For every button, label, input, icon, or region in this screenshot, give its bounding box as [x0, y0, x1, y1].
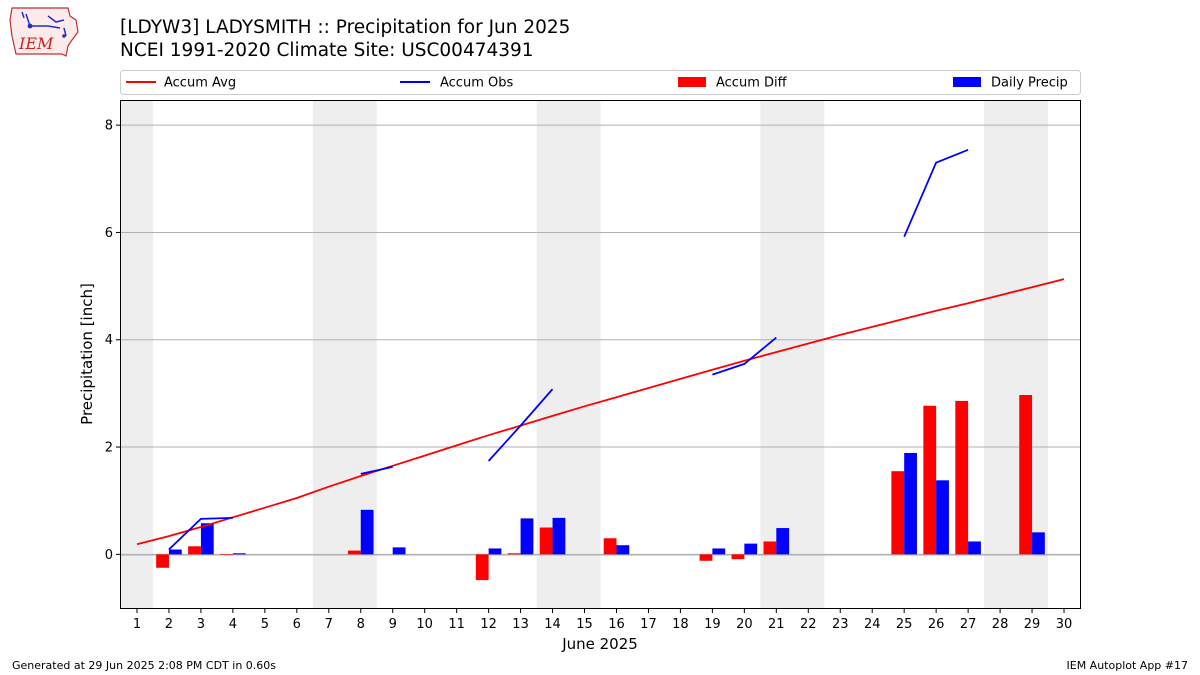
x-tick-label-20: 20: [736, 617, 753, 632]
bars: [156, 395, 1045, 581]
x-tick-label-11: 11: [448, 617, 465, 632]
accum-diff-bar-day-21: [763, 541, 777, 555]
daily-precip-bar-day-8: [360, 509, 374, 555]
daily-precip-bar-day-20: [744, 543, 758, 555]
chart-title: [LDYW3] LADYSMITH :: Precipitation for J…: [120, 17, 571, 38]
legend-box: [120, 70, 1081, 95]
x-tick-label-23: 23: [832, 617, 849, 632]
chart-subtitle: NCEI 1991-2020 Climate Site: USC00474391: [120, 40, 534, 61]
accum-obs-segment-3: [712, 336, 777, 376]
x-tick-label-27: 27: [960, 617, 977, 632]
daily-precip-bar-day-3: [200, 523, 214, 555]
x-tick-label-5: 5: [261, 617, 269, 632]
legend-swatch-daily-precip: [953, 77, 981, 87]
legend-swatch-accum-diff: [678, 77, 706, 87]
y-tick-label-6: 6: [105, 226, 113, 241]
daily-precip-bar-day-13: [520, 518, 534, 555]
daily-precip-bar-day-25: [904, 452, 917, 555]
daily-precip-bar-day-19: [712, 548, 726, 555]
x-tick-label-2: 2: [165, 617, 173, 632]
x-tick-label-10: 10: [416, 617, 433, 632]
legend-label-daily-precip: Daily Precip: [991, 76, 1068, 91]
plot-frame: [120, 100, 1081, 609]
x-tick-label-22: 22: [800, 617, 817, 632]
x-tick-label-14: 14: [544, 617, 561, 632]
x-tick-label-21: 21: [768, 617, 785, 632]
x-tick-label-19: 19: [704, 617, 721, 632]
accum-diff-bar-day-29: [1019, 395, 1033, 555]
x-tick-label-16: 16: [608, 617, 625, 632]
x-tick-label-3: 3: [197, 617, 205, 632]
x-tick-label-13: 13: [512, 617, 529, 632]
weekend-band-0: [121, 101, 153, 608]
x-tick-label-26: 26: [928, 617, 945, 632]
x-tick-label-9: 9: [389, 617, 397, 632]
accum-obs-segment-1: [360, 466, 393, 475]
accum-diff-bar-day-8: [347, 550, 361, 555]
x-tick-label-17: 17: [640, 617, 657, 632]
daily-precip-bar-day-12: [488, 548, 502, 555]
accum-obs-segment-4: [903, 148, 969, 238]
daily-precip-bar-day-21: [776, 528, 790, 555]
accum-obs-segment-0: [168, 517, 233, 551]
x-tick-label-28: 28: [992, 617, 1009, 632]
legend-label-accum-avg: Accum Avg: [164, 76, 236, 91]
weekend-band-2: [536, 101, 601, 608]
legend-label-accum-diff: Accum Diff: [716, 76, 788, 91]
accum-diff-bar-day-19: [699, 554, 713, 561]
accum-avg-line: [136, 278, 1065, 546]
accum-diff-bar-day-20: [731, 554, 745, 560]
accum-diff-bar-day-27: [955, 400, 969, 555]
x-tick-label-15: 15: [576, 617, 593, 632]
accum-diff-bar-day-2: [156, 554, 169, 568]
app-credit: IEM Autoplot App #17: [1066, 659, 1189, 672]
daily-precip-bar-day-16: [616, 545, 630, 555]
legend-label-accum-obs: Accum Obs: [440, 76, 513, 91]
x-tick-label-25: 25: [896, 617, 913, 632]
x-tick-label-18: 18: [672, 617, 689, 632]
accum-diff-bar-day-25: [891, 471, 905, 555]
x-tick-label-24: 24: [864, 617, 881, 632]
accum-diff-bar-day-4: [220, 554, 233, 555]
x-tick-label-29: 29: [1024, 617, 1041, 632]
x-tick-label-7: 7: [325, 617, 333, 632]
daily-precip-bar-day-14: [552, 517, 566, 555]
x-tick-label-4: 4: [229, 617, 237, 632]
accum-diff-bar-day-16: [603, 538, 617, 555]
accum-diff-bar-day-14: [539, 527, 553, 555]
y-axis-label: Precipitation [inch]: [78, 283, 96, 425]
logo-text: IEM: [18, 34, 54, 53]
accum-lines: [136, 148, 1065, 551]
accum-diff-bar-day-26: [923, 405, 937, 555]
generated-timestamp: Generated at 29 Jun 2025 2:08 PM CDT in …: [12, 659, 277, 672]
x-tick-label-12: 12: [480, 617, 497, 632]
accum-diff-bar-day-13: [507, 553, 521, 555]
daily-precip-bar-day-29: [1032, 532, 1045, 555]
accum-diff-bar-day-12: [475, 554, 489, 581]
daily-precip-bar-day-9: [392, 547, 406, 555]
y-tick-label-8: 8: [105, 119, 113, 134]
x-axis-label: June 2025: [561, 635, 638, 653]
daily-precip-bar-day-4: [232, 553, 246, 555]
x-tick-label-8: 8: [357, 617, 365, 632]
x-tick-label-1: 1: [133, 617, 141, 632]
accum-diff-bar-day-3: [188, 546, 201, 555]
weekend-shading: [121, 101, 1049, 608]
iem-logo: IEM: [9, 7, 79, 57]
daily-precip-bar-day-2: [168, 549, 182, 555]
y-tick-label-0: 0: [105, 548, 113, 563]
grid-lines: [121, 124, 1080, 555]
x-tick-label-30: 30: [1056, 617, 1073, 632]
x-tick-label-6: 6: [293, 617, 301, 632]
weekend-band-4: [984, 101, 1049, 608]
legend: Accum Avg Accum Obs Accum Diff Daily Pre…: [120, 70, 1081, 95]
y-tick-label-4: 4: [105, 333, 113, 348]
accum-obs-segment-2: [487, 388, 554, 462]
daily-precip-bar-day-26: [936, 480, 949, 555]
y-tick-label-2: 2: [105, 441, 113, 456]
daily-precip-bar-day-27: [968, 541, 981, 555]
weekend-band-3: [760, 101, 825, 608]
